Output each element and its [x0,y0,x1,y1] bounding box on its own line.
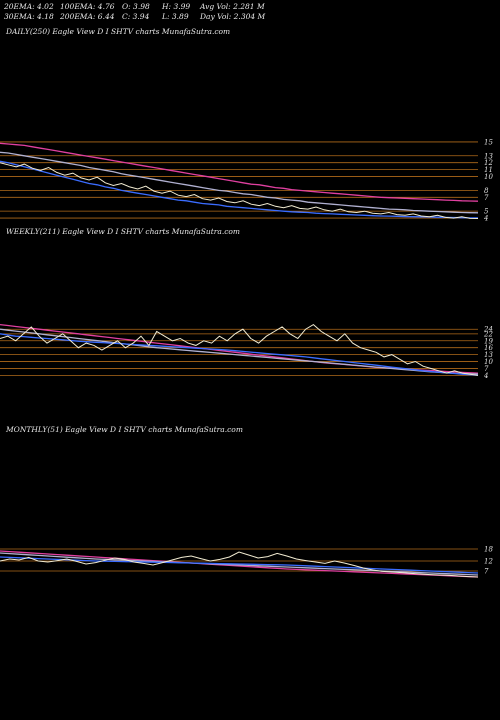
monthly-panel-title: MONTHLY(51) Eagle View D I SHTV charts M… [6,425,243,434]
y-tick-label: 24 [483,326,493,334]
ema-mid-line [0,151,479,214]
ema20-stat: 20EMA: 4.02 [4,2,54,11]
y-tick-label: 12 [484,159,493,167]
low-stat: L: 3.89 [162,12,189,21]
y-tick-label: 8 [484,187,489,195]
open-stat: O: 3.98 [122,2,150,11]
close-stat: C: 3.94 [122,12,150,21]
price-line [0,551,479,578]
y-tick-label: 4 [483,215,488,223]
ema-short-line [0,333,479,376]
price-line [0,323,479,376]
y-tick-label: 13 [484,351,493,359]
avg-vol-stat: Avg Vol: 2.281 M [200,2,265,11]
y-tick-label: 18 [484,546,493,554]
monthly-chart: 18 12 7 [0,546,493,578]
ema100-stat: 100EMA: 4.76 [60,2,115,11]
y-tick-label: 19 [484,337,493,345]
y-tick-label: 11 [484,166,493,174]
ema-mid-line [0,552,479,576]
ema-short-line [0,160,478,219]
ema-mid-line [0,328,479,375]
daily-panel-title: DAILY(250) Eagle View D I SHTV charts Mu… [6,27,231,36]
y-tick-label: 4 [483,372,488,380]
y-tick-label: 12 [484,558,493,566]
y-tick-label: 10 [484,173,493,181]
ema-long-line [0,142,479,202]
y-tick-label: 10 [484,358,493,366]
y-tick-label: 7 [484,365,489,373]
price-line [0,162,479,219]
y-tick-label: 15 [484,138,493,146]
y-tick-label: 13 [484,152,493,160]
weekly-panel-title: WEEKLY(211) Eagle View D I SHTV charts M… [6,227,241,236]
y-tick-label: 7 [484,568,489,576]
ema-short-line [0,556,479,574]
ema-long-line [0,550,479,578]
y-tick-label: 7 [484,194,489,202]
day-vol-stat: Day Vol: 2.304 M [200,12,266,21]
ema200-stat: 200EMA: 6.44 [60,12,115,21]
ema30-stat: 30EMA: 4.18 [4,12,54,21]
y-tick-label: 5 [484,208,489,216]
high-stat: H: 3.99 [162,2,191,11]
y-tick-label: 16 [484,344,493,352]
y-tick-label: 22 [483,330,493,338]
